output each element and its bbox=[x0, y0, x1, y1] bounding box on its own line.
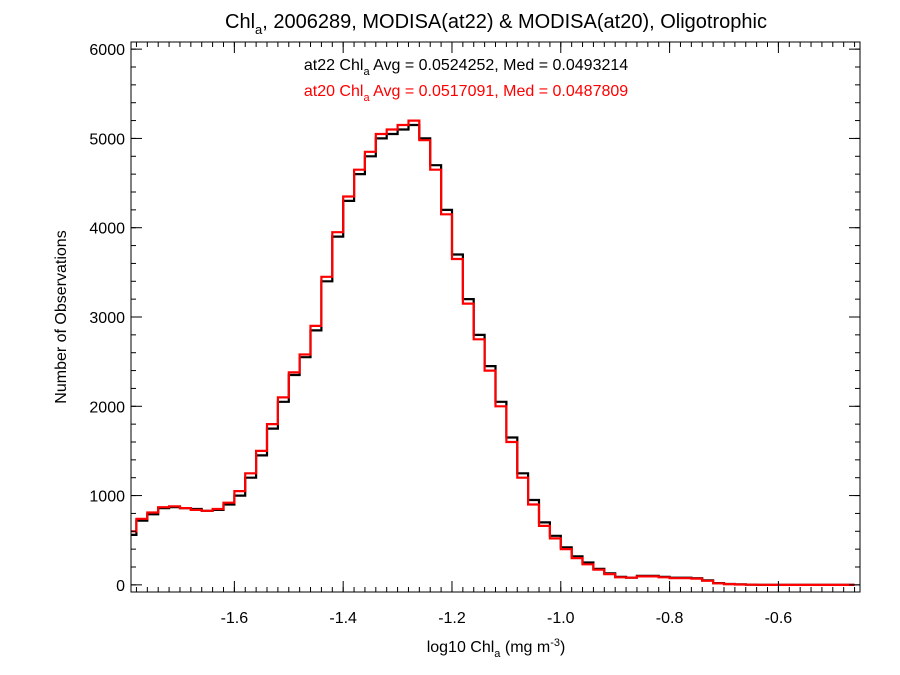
x-tick-label: -1.0 bbox=[547, 610, 575, 627]
y-tick-label: 5000 bbox=[89, 131, 125, 148]
tick-layer bbox=[131, 42, 860, 592]
y-tick-label: 0 bbox=[116, 578, 125, 595]
y-tick-label: 6000 bbox=[89, 42, 125, 59]
chart-title: Chla, 2006289, MODISA(at22) & MODISA(at2… bbox=[225, 11, 767, 37]
annotation-at20-stats: at20 Chla Avg = 0.0517091, Med = 0.04878… bbox=[304, 83, 628, 104]
x-axis-label: log10 Chla (mg m-3) bbox=[427, 637, 566, 660]
x-tick-label: -1.6 bbox=[221, 610, 249, 627]
y-tick-label: 4000 bbox=[89, 221, 125, 238]
y-tick-labels: 0 1000 2000 3000 4000 5000 6000 bbox=[89, 42, 125, 595]
x-tick-labels: -1.6 -1.4 -1.2 -1.0 -0.8 -0.6 bbox=[221, 610, 793, 627]
series-line-1 bbox=[131, 119, 855, 586]
y-axis-label: Number of Observations bbox=[53, 230, 70, 403]
x-tick-label: -1.4 bbox=[329, 610, 357, 627]
x-tick-label: -0.8 bbox=[656, 610, 684, 627]
x-tick-label: -1.2 bbox=[438, 610, 466, 627]
y-tick-label: 1000 bbox=[89, 489, 125, 506]
y-tick-label: 3000 bbox=[89, 310, 125, 327]
series-layer bbox=[131, 119, 855, 586]
annotation-at22-stats: at22 Chla Avg = 0.0524252, Med = 0.04932… bbox=[304, 57, 628, 78]
x-tick-label: -0.6 bbox=[765, 610, 793, 627]
y-tick-label: 2000 bbox=[89, 399, 125, 416]
